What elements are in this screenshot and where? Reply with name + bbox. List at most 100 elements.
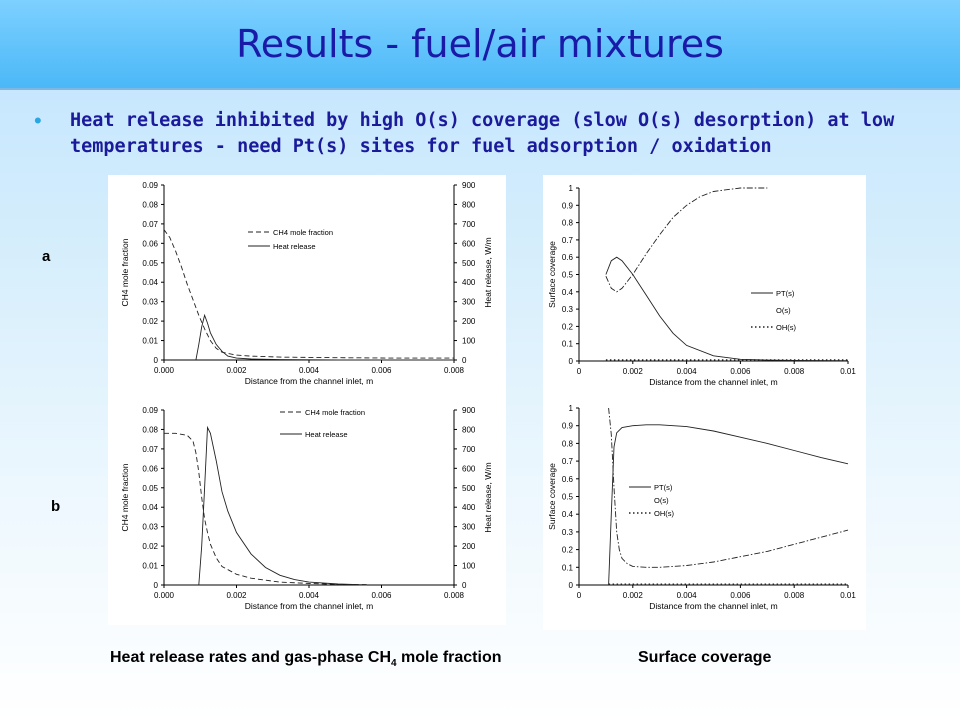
caption-heat-release: Heat release rates and gas-phase CH4 mol… [110, 649, 502, 670]
y-tick-label: 0.8 [562, 219, 574, 228]
x-tick-label: 0 [577, 367, 582, 376]
y-tick-label: 0.08 [142, 425, 158, 434]
legend-label: O(s) [776, 306, 791, 315]
y-tick-label: 0.04 [142, 503, 158, 512]
y-axis-label: CH4 mole fraction [120, 238, 130, 306]
series-line-2 [195, 313, 454, 361]
y2-tick-label: 300 [462, 298, 476, 307]
y-tick-label: 0.03 [142, 298, 158, 307]
y-tick-label: 0.9 [562, 422, 574, 431]
series-line-1 [608, 424, 849, 586]
surface-coverage-chart-b: 0 0.1 0.2 0.3 0.4 0.5 0.6 0.7 0.8 0.9 1 0 0.002 0.004… [547, 404, 856, 611]
y-tick-label: 0.02 [142, 317, 158, 326]
bullet-dot-icon: • [34, 108, 42, 133]
y-tick-label: 0.1 [562, 563, 574, 572]
y-tick-label: 0.01 [142, 562, 158, 571]
legend-label: CH4 mole fraction [273, 228, 333, 237]
y-tick-label: 0.7 [562, 457, 574, 466]
y2-tick-label: 800 [462, 200, 476, 209]
x-tick-label: 0.002 [623, 367, 644, 376]
bullet-text: Heat release inhibited by high O(s) cove… [70, 110, 895, 157]
x-tick-label: 0.008 [784, 367, 805, 376]
x-axis-label: Distance from the channel inlet, m [245, 376, 374, 386]
y2-tick-label: 700 [462, 445, 476, 454]
surface-coverage-chart-a: 0 0.1 0.2 0.3 0.4 0.5 0.6 0.7 0.8 0.9 1 0 0.002 0.004… [547, 184, 856, 387]
y-tick-label: 0.5 [562, 493, 574, 502]
y2-tick-label: 900 [462, 181, 476, 190]
y2-tick-label: 700 [462, 220, 476, 229]
y2-tick-label: 200 [462, 317, 476, 326]
y-tick-label: 0.6 [562, 475, 574, 484]
y2-tick-label: 600 [462, 464, 476, 473]
legend-label: O(s) [654, 496, 669, 505]
series-line-2 [198, 425, 368, 586]
y2-tick-label: 900 [462, 406, 476, 415]
y-tick-label: 0.02 [142, 542, 158, 551]
y-tick-label: 1 [569, 404, 574, 413]
x-axis-label: Distance from the channel inlet, m [649, 601, 778, 611]
x-tick-label: 0.004 [299, 366, 320, 375]
y2-axis-label: Heat release, W/m [483, 462, 493, 532]
y-tick-label: 0 [569, 581, 574, 590]
y-axis-label: CH4 mole fraction [120, 463, 130, 531]
title-bar: Results - fuel/air mixtures [0, 0, 960, 90]
y-tick-label: 0.08 [142, 200, 158, 209]
y-tick-label: 0.01 [142, 337, 158, 346]
y2-tick-label: 0 [462, 356, 467, 365]
y2-tick-label: 0 [462, 581, 467, 590]
y2-axis-label: Heat release, W/m [483, 237, 493, 307]
y-tick-label: 0.7 [562, 236, 574, 245]
y-axis-label: Surface coverage [547, 241, 557, 308]
y-tick-label: 0.4 [562, 510, 574, 519]
y-axis-label: Surface coverage [547, 463, 557, 530]
y2-tick-label: 400 [462, 503, 476, 512]
y-tick-label: 1 [569, 184, 574, 193]
y-tick-label: 0.05 [142, 484, 158, 493]
y2-tick-label: 500 [462, 484, 476, 493]
row-label-a: a [42, 248, 51, 265]
y-tick-label: 0.6 [562, 253, 574, 262]
caption-surface-coverage: Surface coverage [638, 649, 772, 666]
series-line-2 [608, 407, 849, 568]
y2-tick-label: 400 [462, 278, 476, 287]
legend-label: CH4 mole fraction [305, 408, 365, 417]
series-line-1 [164, 432, 368, 586]
y2-tick-label: 100 [462, 562, 476, 571]
y-tick-label: 0.3 [562, 305, 574, 314]
heat-release-chart-b: 0 0.01 0.02 0.03 0.04 0.05 0.06 0.07 0.08 0.09 0 10… [120, 406, 493, 611]
y-tick-label: 0.09 [142, 181, 158, 190]
x-tick-label: 0.002 [226, 591, 247, 600]
x-tick-label: 0.002 [226, 366, 247, 375]
y-tick-label: 0.04 [142, 278, 158, 287]
y-tick-label: 0.07 [142, 220, 158, 229]
y-tick-label: 0.4 [562, 288, 574, 297]
y-tick-label: 0.06 [142, 239, 158, 248]
series-line-1 [605, 256, 849, 362]
x-tick-label: 0.006 [730, 591, 751, 600]
x-tick-label: 0.004 [677, 591, 698, 600]
row-label-b: b [51, 498, 61, 515]
y-tick-label: 0.09 [142, 406, 158, 415]
y2-tick-label: 200 [462, 542, 476, 551]
x-tick-label: 0.006 [371, 591, 392, 600]
y2-tick-label: 600 [462, 239, 476, 248]
x-tick-label: 0.006 [371, 366, 392, 375]
y-tick-label: 0.5 [562, 271, 574, 280]
x-tick-label: 0.008 [444, 366, 465, 375]
legend-label: OH(s) [654, 509, 674, 518]
y2-tick-label: 500 [462, 259, 476, 268]
y-tick-label: 0.2 [562, 546, 574, 555]
series-line-2 [605, 187, 768, 293]
y2-tick-label: 100 [462, 337, 476, 346]
y-tick-label: 0.05 [142, 259, 158, 268]
y-tick-label: 0.2 [562, 322, 574, 331]
legend-label: Heat release [305, 430, 348, 439]
y-tick-label: 0.07 [142, 445, 158, 454]
heat-release-chart-a: 0 0.01 0.02 0.03 0.04 0.05 0.06 0.07 0.08 0.09 0 10… [120, 181, 493, 386]
x-tick-label: 0.008 [784, 591, 805, 600]
x-tick-label: 0.004 [299, 591, 320, 600]
legend-label: Heat release [273, 242, 316, 251]
y2-tick-label: 300 [462, 523, 476, 532]
x-tick-label: 0.000 [154, 366, 175, 375]
y-tick-label: 0.1 [562, 340, 574, 349]
